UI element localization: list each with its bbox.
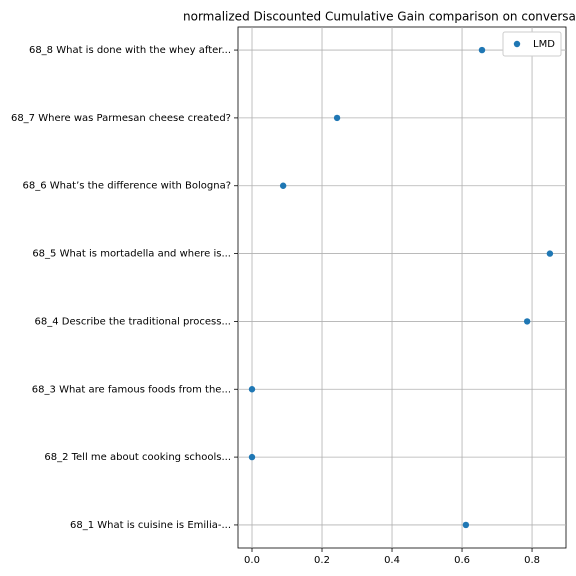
point — [523, 318, 531, 325]
y-tick-label: 68_7 Where was Parmesan cheese created? — [11, 113, 231, 124]
point — [462, 521, 470, 529]
y-tick-label: 68_4 Describe the traditional process... — [35, 316, 231, 327]
point — [279, 182, 287, 189]
x-tick-label: 0.6 — [454, 555, 470, 566]
y-tick-label: 68_6 What’s the difference with Bologna? — [23, 181, 231, 192]
x-tick-label: 0.0 — [244, 555, 260, 566]
y-tick-label: 68_8 What is done with the whey after... — [29, 45, 231, 56]
y-tick-label: 68_5 What is mortadella and where is... — [32, 249, 231, 260]
y-tick-label: 68_3 What are famous foods from the... — [32, 384, 231, 395]
legend-marker — [513, 40, 521, 48]
point — [478, 46, 486, 54]
legend-box — [502, 31, 562, 57]
point — [248, 386, 256, 393]
y-tick-label: 68_1 What is cuisine is Emilia-... — [70, 520, 231, 531]
point — [546, 250, 554, 257]
y-tick-label: 68_2 Tell me about cooking schools... — [44, 452, 231, 463]
point — [333, 114, 341, 122]
x-tick-label: 0.4 — [384, 555, 400, 566]
legend-label: LMD — [533, 39, 555, 50]
x-tick-label: 0.2 — [314, 555, 330, 566]
point — [248, 453, 256, 461]
chart-title: normalized Discounted Cumulative Gain co… — [183, 10, 576, 24]
x-tick-label: 0.8 — [524, 555, 540, 566]
axes-frame — [237, 26, 567, 549]
